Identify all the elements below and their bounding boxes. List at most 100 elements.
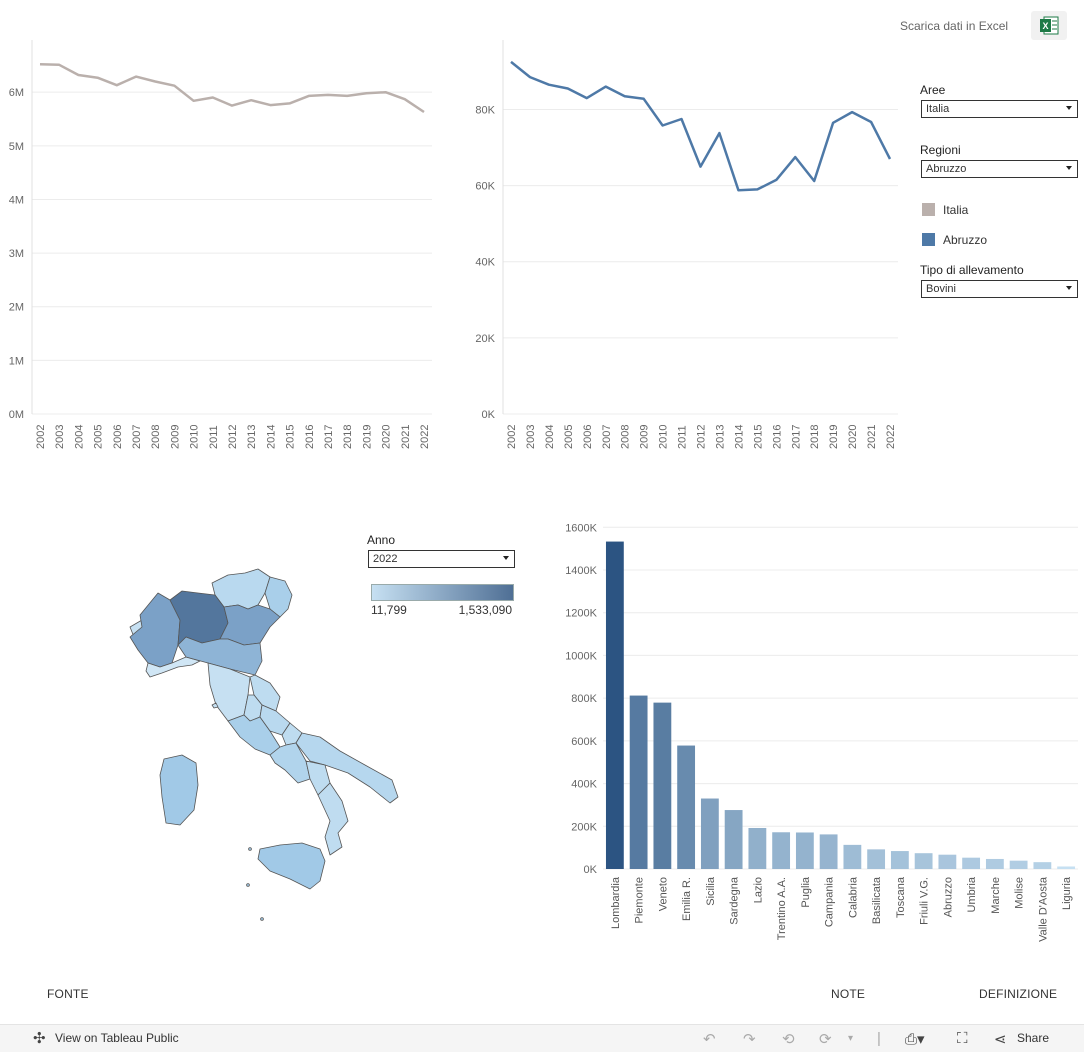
bar-marche[interactable] — [985, 858, 1004, 869]
x-tick-label: 2020 — [381, 425, 393, 449]
legend-item-italia[interactable]: Italia — [922, 203, 968, 217]
y-tick-label: 1000K — [565, 650, 597, 662]
anno-select[interactable]: 2022 — [368, 550, 515, 568]
x-tick-label: 2020 — [847, 425, 859, 449]
italy-map[interactable] — [120, 565, 410, 925]
x-tick-label: 2002 — [506, 425, 518, 449]
bar-lazio[interactable] — [748, 827, 767, 869]
bar-liguria[interactable] — [1057, 866, 1076, 869]
bar-basilicata[interactable] — [867, 849, 886, 869]
bar-toscana[interactable] — [890, 851, 909, 869]
excel-download-link[interactable]: Scarica dati in Excel — [900, 19, 1009, 33]
x-tick-label: Molise — [1014, 877, 1026, 909]
x-tick-label: 2016 — [771, 425, 783, 449]
series-line-italia[interactable] — [39, 63, 425, 114]
x-tick-label: 2017 — [790, 425, 802, 449]
x-tick-label: 2009 — [639, 425, 651, 449]
x-tick-label: 2008 — [620, 425, 632, 449]
redo-icon[interactable]: ↷ — [743, 1031, 756, 1048]
share-button[interactable]: Share — [1017, 1031, 1050, 1045]
bar-trentino-a-a-[interactable] — [772, 832, 791, 869]
fullscreen-icon[interactable]: ⛶ — [957, 1030, 968, 1047]
regioni-value: Abruzzo — [926, 163, 967, 175]
region-sardegna — [159, 754, 199, 826]
aree-select[interactable]: Italia — [921, 100, 1078, 118]
x-tick-label: Trentino A.A. — [776, 877, 788, 940]
legend-swatch-italia — [922, 203, 935, 216]
bar-veneto[interactable] — [653, 702, 672, 869]
region-liguria — [145, 656, 201, 678]
revert-icon[interactable]: ⟲ — [782, 1031, 795, 1048]
chevron-down-icon[interactable]: ▾ — [848, 1033, 854, 1044]
x-tick-label: Valle D'Aosta — [1037, 876, 1049, 942]
x-tick-label: 2013 — [246, 425, 258, 449]
excel-button[interactable]: X — [1031, 11, 1067, 40]
bar-emilia-r-[interactable] — [677, 745, 696, 869]
x-tick-label: 2005 — [563, 425, 575, 449]
y-tick-label: 40K — [475, 257, 495, 269]
note-link[interactable]: NOTE — [831, 987, 866, 1001]
x-tick-label: 2014 — [265, 425, 277, 449]
series-line-abruzzo[interactable] — [510, 60, 892, 192]
bar-lombardia[interactable] — [605, 541, 624, 869]
island-small-3 — [260, 917, 264, 921]
x-tick-label: 2019 — [828, 425, 840, 449]
undo-icon[interactable]: ↶ — [703, 1031, 716, 1048]
x-tick-label: 2011 — [677, 425, 689, 449]
x-tick-label: 2010 — [189, 425, 201, 449]
x-tick-label: Sicilia — [705, 876, 717, 906]
island-small-1 — [248, 847, 252, 851]
bar-umbria[interactable] — [962, 857, 981, 869]
x-tick-label: 2007 — [601, 425, 613, 449]
y-tick-label: 6M — [9, 87, 24, 99]
tableau-toolbar: ✣ View on Tableau Public ↶ ↷ ⟲ ⟳ ▾ | ⎙▾ … — [0, 1024, 1084, 1052]
excel-icon: X — [1040, 16, 1059, 35]
bar-puglia[interactable] — [795, 832, 814, 869]
regioni-select[interactable]: Abruzzo — [921, 160, 1078, 178]
aree-label: Aree — [920, 83, 946, 97]
share-icon[interactable]: ⋖ — [994, 1031, 1007, 1048]
bar-campania[interactable] — [819, 834, 838, 869]
x-tick-label: 2011 — [208, 425, 220, 449]
view-on-tableau-link[interactable]: View on Tableau Public — [55, 1031, 179, 1045]
y-tick-label: 2M — [9, 302, 24, 314]
island-small-2 — [246, 883, 250, 887]
y-tick-label: 1400K — [565, 565, 597, 577]
bar-piemonte[interactable] — [629, 695, 648, 869]
x-tick-label: 2012 — [696, 425, 708, 449]
x-tick-label: 2003 — [54, 425, 66, 449]
legend-item-abruzzo[interactable]: Abruzzo — [922, 233, 987, 247]
bar-sardegna[interactable] — [724, 810, 743, 869]
x-tick-label: 2005 — [93, 425, 105, 449]
x-tick-label: Campania — [824, 876, 836, 927]
region-friuli — [264, 576, 293, 618]
region-lazio — [227, 714, 281, 756]
x-tick-label: Lombardia — [610, 876, 622, 929]
regioni-bar-chart: 0K 200K 400K 600K 800K 1000K 1200K 1400K 1600K L… — [565, 522, 1078, 942]
x-tick-label: 2006 — [582, 425, 594, 449]
chevron-down-icon — [1066, 106, 1072, 110]
tipo-select[interactable]: Bovini — [921, 280, 1078, 298]
y-tick-label: 600K — [571, 736, 597, 748]
refresh-icon[interactable]: ⟳ — [819, 1031, 832, 1048]
x-tick-label: 2013 — [714, 425, 726, 449]
y-tick-label: 0K — [584, 864, 598, 876]
aree-value: Italia — [926, 103, 950, 115]
x-tick-label: 2008 — [150, 425, 162, 449]
abruzzo-line-chart: 0K 20K 40K 60K 80K 2002 2003 2004 2005 2006 2007 2… — [475, 40, 898, 449]
y-tick-label: 0M — [9, 409, 24, 421]
bar-abruzzo[interactable] — [938, 854, 957, 869]
fonte-link[interactable]: FONTE — [47, 987, 89, 1001]
bar-friuli-v-g-[interactable] — [914, 853, 933, 869]
bar-valle-d-aosta[interactable] — [1033, 862, 1052, 869]
x-tick-label: 2021 — [866, 425, 878, 449]
bar-calabria[interactable] — [843, 844, 862, 869]
x-tick-label: 2022 — [419, 425, 431, 449]
y-tick-label: 1200K — [565, 608, 597, 620]
download-icon[interactable]: ⎙▾ — [905, 1031, 925, 1048]
bar-sicilia[interactable] — [700, 798, 719, 869]
definizione-link[interactable]: DEFINIZIONE — [979, 987, 1058, 1001]
bar-molise[interactable] — [1009, 860, 1028, 869]
y-tick-label: 20K — [475, 333, 495, 345]
x-tick-label: 2006 — [112, 425, 124, 449]
